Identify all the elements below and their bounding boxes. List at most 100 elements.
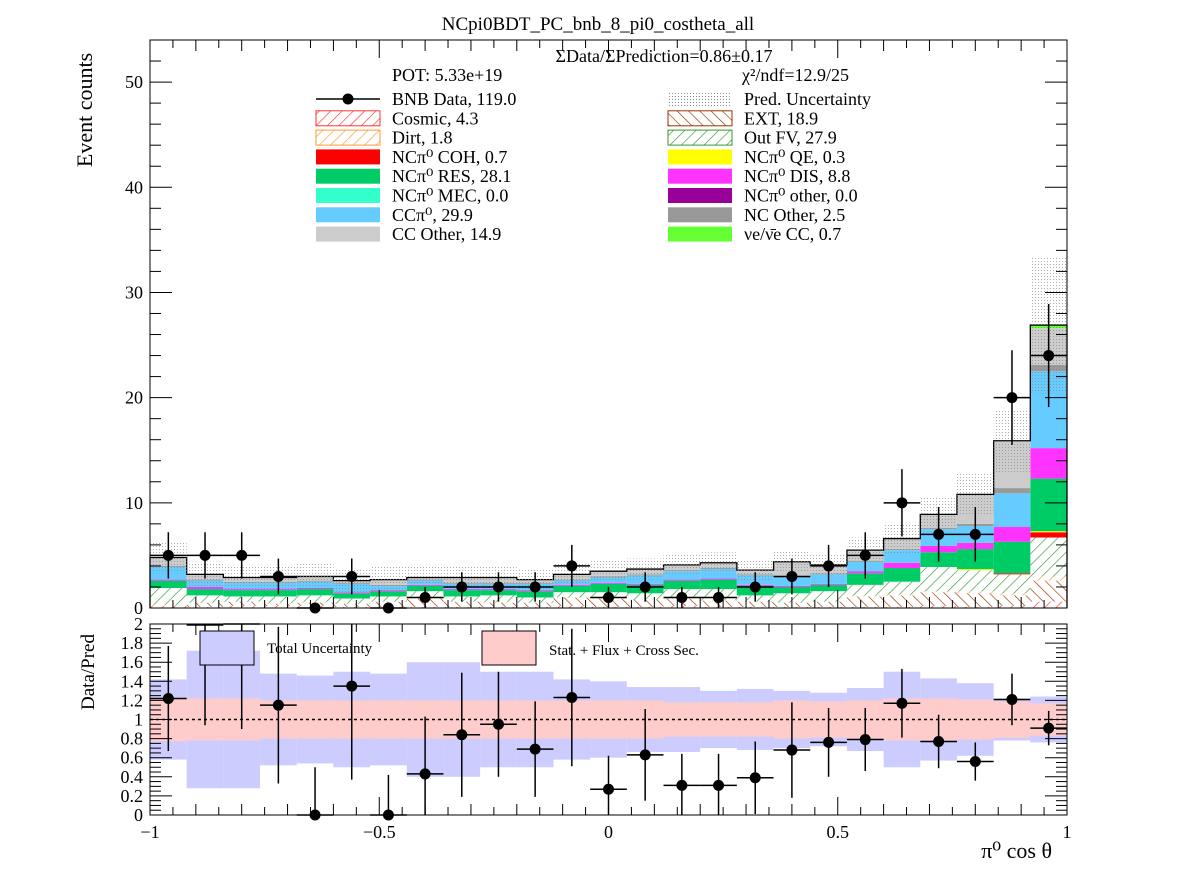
- stack-bar: [260, 605, 297, 608]
- ratio-legend-stat-swatch: [481, 630, 537, 666]
- stack-bar: [846, 595, 884, 597]
- data-point: [933, 528, 945, 540]
- stack-bar: [260, 602, 297, 604]
- legend-label: BNB Data, 119.0: [392, 89, 516, 109]
- stack-bar: [260, 596, 297, 603]
- stack-bar: [846, 573, 884, 585]
- ratio-point: [823, 736, 835, 748]
- stack-bar: [370, 591, 407, 597]
- stack-bar: [1030, 580, 1067, 602]
- stack-bar: [993, 605, 1031, 608]
- stack-bar: [883, 606, 921, 608]
- pred-uncertainty-band: [370, 566, 407, 593]
- legend-swatch: [668, 149, 732, 165]
- ratio-y-tick-label: 1.8: [121, 633, 144, 653]
- stack-bar: [956, 569, 994, 571]
- ratio-legend-total-swatch: [199, 630, 255, 666]
- stack-bar: [443, 601, 481, 607]
- y-tick-label: 20: [125, 388, 143, 408]
- y-axis-label: Event counts: [72, 53, 97, 167]
- stack-bar: [333, 603, 371, 607]
- stack-bar: [700, 578, 737, 580]
- stack-bar: [186, 595, 224, 603]
- stack-bar: [736, 606, 774, 608]
- legend-swatch: [668, 226, 732, 242]
- ratio-sum-annotation: ΣData/ΣPrediction=0.86±0.17: [556, 46, 773, 66]
- x-tick-label: 0.5: [827, 822, 850, 842]
- ratio-y-tick-label: 1: [134, 710, 143, 730]
- ratio-y-tick-label: 1.2: [121, 690, 144, 710]
- pot-label: POT: 5.33e+19: [392, 65, 502, 85]
- chart-title: NCpi0BDT_PC_bnb_8_pi0_costheta_all: [442, 14, 754, 35]
- stack-bar: [186, 589, 224, 596]
- stack-bar: [846, 596, 884, 607]
- data-point: [236, 549, 248, 561]
- stack-bar: [186, 606, 224, 608]
- stack-bar: [883, 562, 921, 569]
- stack-bar: [1030, 576, 1067, 581]
- data-point: [749, 581, 761, 593]
- data-point: [1006, 392, 1018, 404]
- legend-swatch: [315, 129, 381, 146]
- main-axis-ticks: 0 10 20 30 40 50: [125, 39, 1068, 618]
- legend-label: NCπ⁰ RES, 28.1: [392, 166, 511, 186]
- data-point: [492, 581, 504, 593]
- data-point: [566, 560, 578, 572]
- ratio-y-tick-label: 2: [134, 614, 143, 634]
- stack-bar: [333, 593, 371, 599]
- legend: ΣData/ΣPrediction=0.86±0.17 POT: 5.33e+1…: [315, 46, 871, 244]
- ratio-point: [603, 783, 614, 795]
- data-point: [456, 581, 468, 593]
- data-point: [272, 570, 284, 582]
- legend-label: NCπ⁰ other, 0.0: [744, 186, 858, 206]
- legend-label: Out FV, 27.9: [744, 128, 837, 148]
- stack-bar: [1030, 531, 1067, 533]
- legend-swatch: [316, 188, 380, 203]
- stack-bar: [150, 579, 187, 581]
- pred-uncertainty-band: [700, 552, 737, 574]
- stack-bar: [590, 582, 627, 584]
- data-point: [199, 549, 211, 561]
- stack-bar: [223, 590, 261, 597]
- ratio-y-tick-label: 0.6: [121, 748, 144, 768]
- stack-bar: [810, 601, 847, 607]
- ratio-point: [969, 756, 981, 768]
- ratio-point: [529, 743, 541, 755]
- stack-bar: [333, 598, 371, 604]
- stack-bar: [296, 589, 334, 596]
- pred-uncertainty-band: [406, 564, 444, 591]
- stack-bar: [993, 574, 1031, 594]
- stack-bar: [1030, 537, 1067, 577]
- stack-bar: [700, 569, 737, 579]
- ratio-y-tick-label: 0.2: [121, 786, 144, 806]
- chi2-label: χ²/ndf=12.9/25: [741, 65, 849, 85]
- x-axis-label: π⁰ cos θ: [981, 838, 1052, 863]
- stack-bar: [1030, 532, 1067, 538]
- y-tick-label: 10: [125, 493, 143, 513]
- legend-label: Dirt, 1.8: [392, 128, 453, 148]
- legend-swatch: [668, 168, 732, 184]
- ratio-point: [749, 772, 761, 784]
- stack-bar: [883, 581, 921, 595]
- pred-uncertainty-band: [626, 558, 664, 580]
- ratio-legend: Total Uncertainty Stat. + Flux + Cross S…: [199, 630, 699, 666]
- stack-bar: [150, 604, 187, 606]
- ratio-y-tick-label: 0.4: [121, 767, 144, 787]
- stack-bar: [370, 596, 407, 602]
- data-point: [676, 591, 688, 603]
- stack-bar: [920, 566, 957, 592]
- stack-bar: [186, 602, 224, 607]
- stack-bar: [993, 527, 1031, 542]
- legend-label: CC Other, 14.9: [392, 224, 501, 244]
- stack-bar: [920, 591, 957, 593]
- stack-bar: [920, 605, 957, 608]
- ratio-point: [896, 697, 908, 709]
- stack-bar: [993, 573, 1031, 575]
- stack-bar: [810, 606, 847, 608]
- ratio-y-tick-label: 0.8: [121, 729, 144, 749]
- legend-swatch: [667, 110, 733, 127]
- legend-swatch: [668, 91, 732, 107]
- stat-flux-xsec-band: [736, 702, 774, 737]
- stack-bar: [846, 584, 884, 596]
